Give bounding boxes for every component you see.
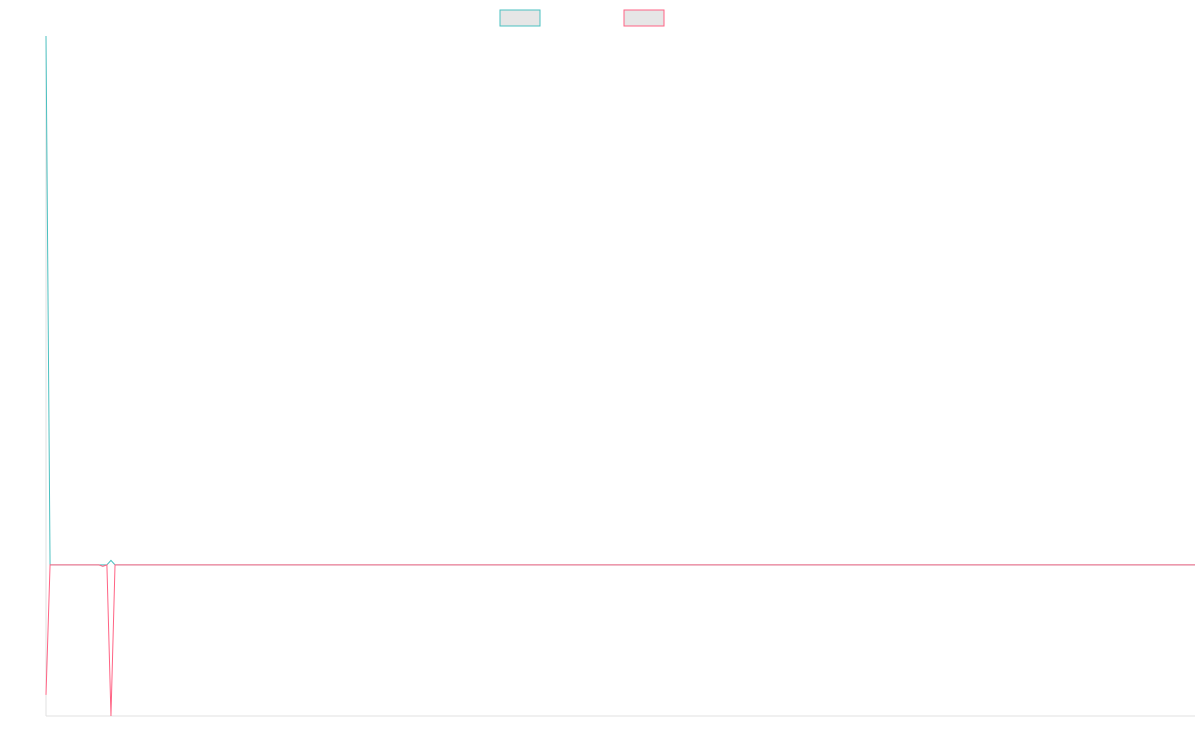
series-line <box>45 564 1195 717</box>
legend-swatch[interactable] <box>499 9 541 27</box>
legend-swatch[interactable] <box>623 9 665 27</box>
series-line <box>45 35 1195 566</box>
